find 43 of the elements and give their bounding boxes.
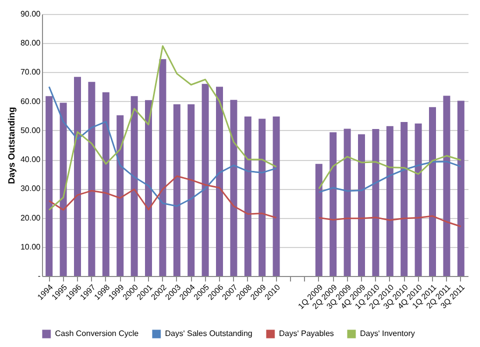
bar (330, 132, 337, 276)
bar (230, 100, 238, 276)
bar (116, 115, 124, 276)
bar (272, 116, 280, 276)
bar (130, 96, 138, 276)
legend-label: Days' Inventory (360, 328, 415, 338)
bar (244, 116, 252, 276)
y-tick-label: 80.00 (20, 38, 42, 48)
bar (344, 128, 351, 276)
bar (414, 123, 422, 276)
bar (145, 100, 152, 276)
bar (457, 100, 464, 276)
bar (443, 96, 450, 276)
bar (258, 118, 266, 276)
y-tick-label: - (38, 272, 41, 280)
bar (102, 92, 110, 276)
bar (216, 86, 223, 276)
bar (372, 128, 380, 276)
legend-label: Days' Payables (279, 328, 334, 338)
bar (400, 122, 408, 276)
bar (46, 96, 53, 276)
y-tick-label: 70.00 (20, 68, 42, 77)
bar (429, 107, 436, 276)
bar (60, 102, 67, 276)
bar (386, 126, 394, 276)
y-tick-label: 40.00 (20, 155, 42, 164)
y-tick-label: 60.00 (20, 96, 42, 106)
y-tick-label: 20.00 (20, 213, 42, 222)
bar (159, 59, 166, 276)
bar (188, 104, 195, 276)
bar (202, 84, 209, 276)
bar (358, 134, 365, 276)
bar (315, 164, 322, 276)
y-tick-label: 10.00 (20, 242, 42, 252)
y-tick-label: 30.00 (20, 184, 42, 194)
bar (74, 76, 81, 276)
legend-label: Cash Conversion Cycle (55, 328, 140, 338)
y-axis-title: Days Outstanding (6, 106, 16, 184)
y-tick-label: 50.00 (20, 126, 42, 135)
y-tick-label: 90.00 (20, 10, 42, 18)
bar (173, 104, 180, 276)
bar (88, 82, 96, 276)
legend-label: Days' Sales Outstanding (165, 328, 252, 338)
